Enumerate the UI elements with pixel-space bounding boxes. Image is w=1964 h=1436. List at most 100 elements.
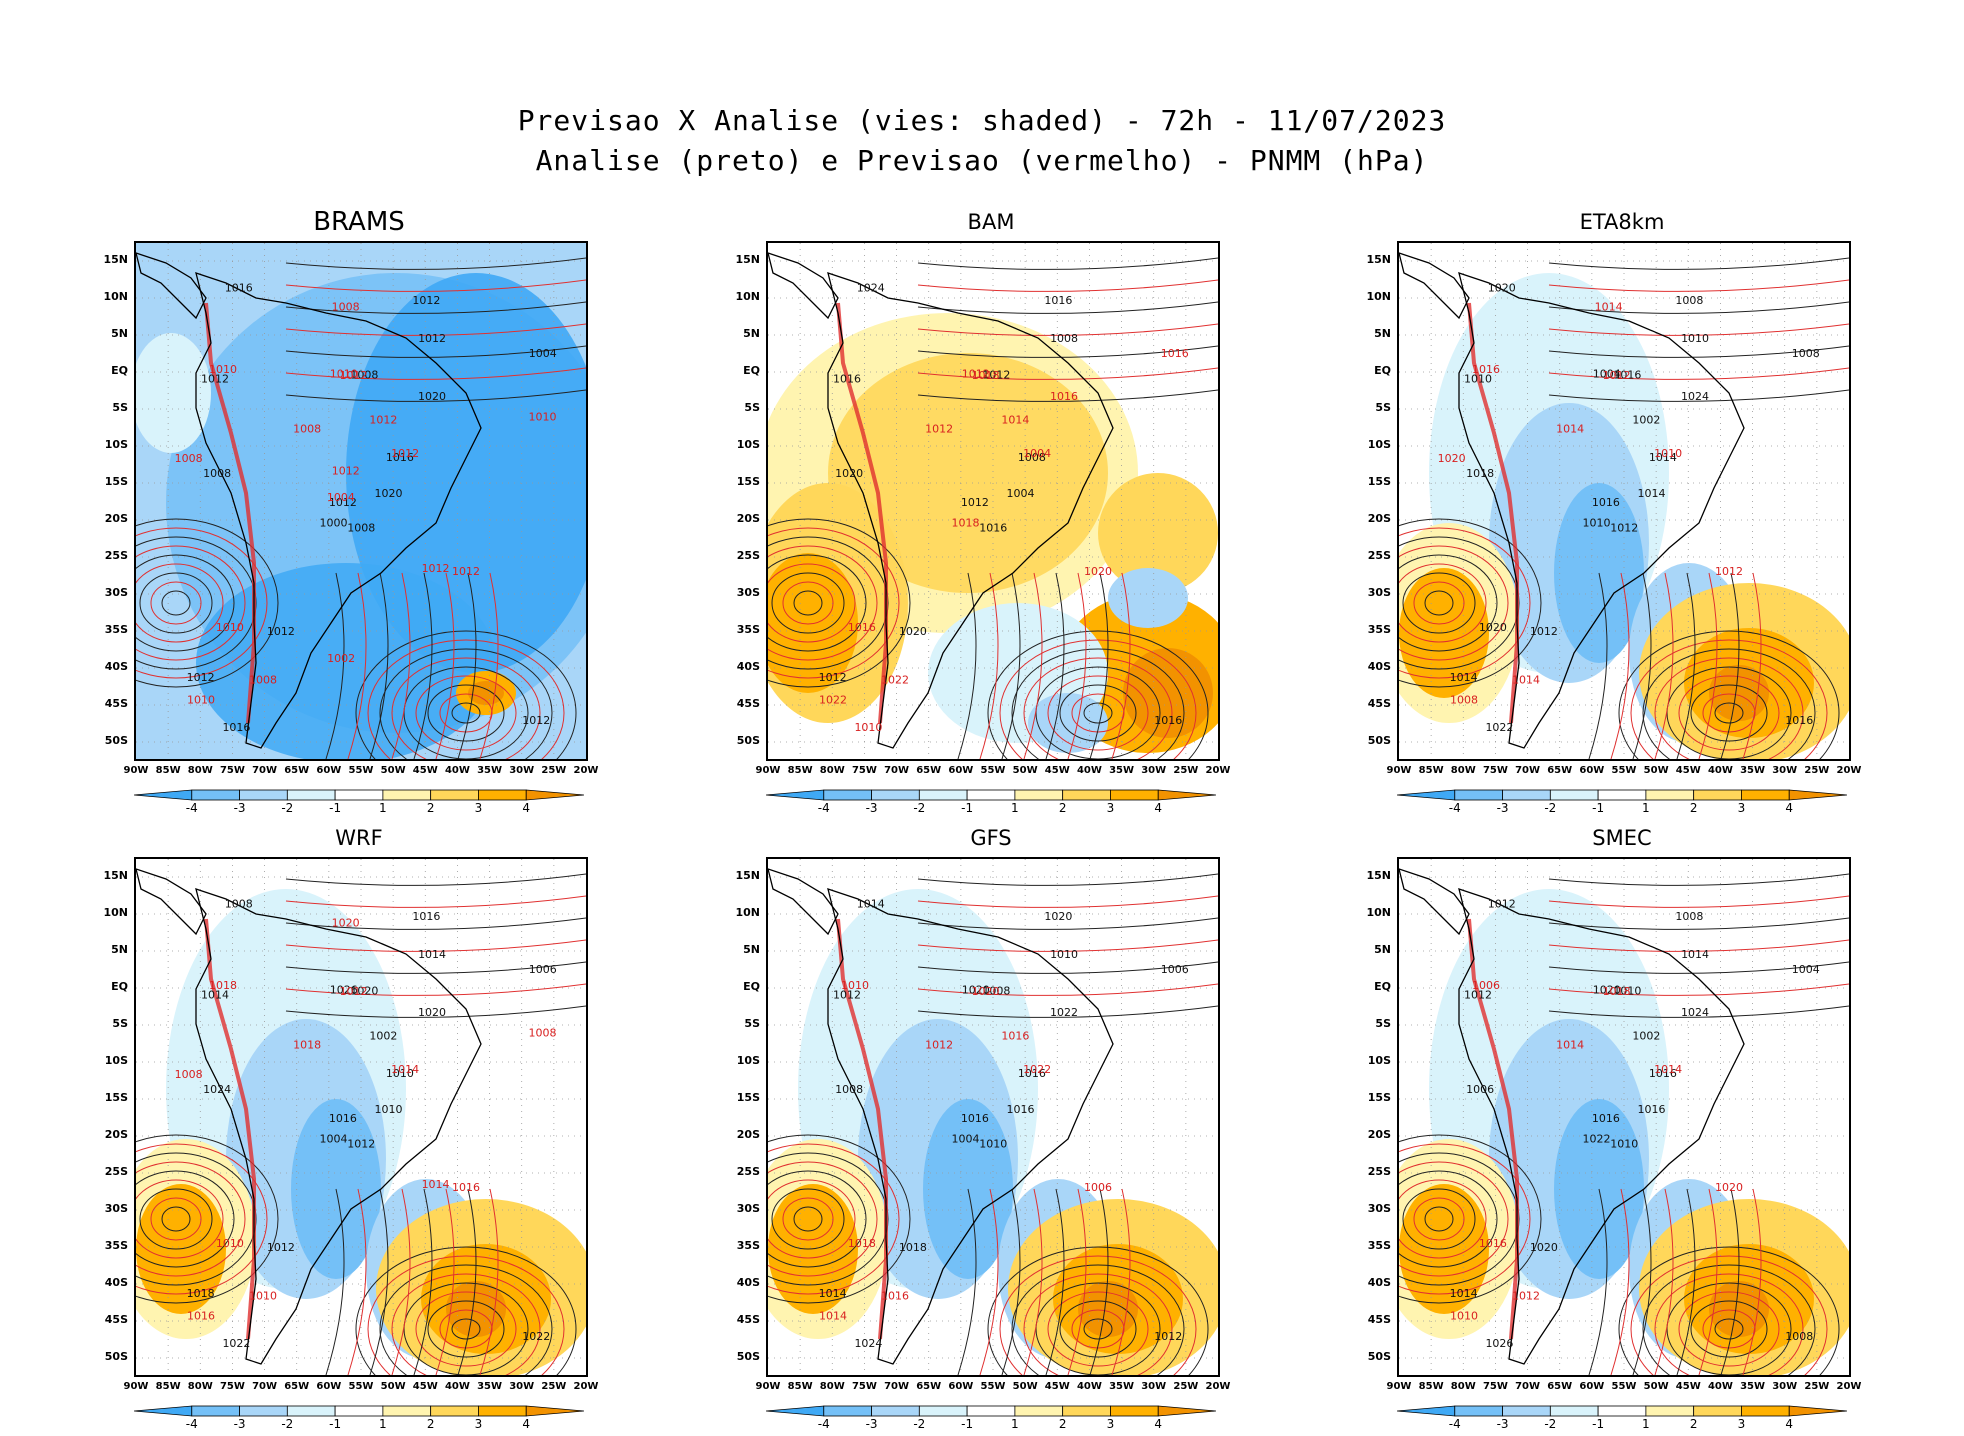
colorbar-label: -1 <box>1592 801 1605 815</box>
colorbar-label: 4 <box>1785 1417 1794 1431</box>
map-gfs: 1010 1012 1016 1014 1016 1018 1020 1008 1010 1016… <box>766 857 1220 1377</box>
colorbar-label: -2 <box>913 801 926 815</box>
lon-tick-label: 60W <box>316 1381 342 1392</box>
lat-tick-label: 35S <box>104 623 128 636</box>
forecast-isobar-label: 1012 <box>1603 369 1631 382</box>
lat-tick-label: 10N <box>735 290 760 303</box>
analysis-isobar-label: 1012 <box>267 1241 295 1254</box>
colorbar-label: -3 <box>865 801 878 815</box>
lat-tick-label: 10N <box>735 906 760 919</box>
lat-tick-label: 45S <box>736 697 760 710</box>
analysis-isobar-label: 1016 <box>222 721 250 734</box>
analysis-isobar-label: 1020 <box>899 625 927 638</box>
forecast-isobar-label: 1014 <box>1556 423 1584 436</box>
lon-tick-label: 70W <box>1515 1381 1541 1392</box>
forecast-isobar-label: 1016 <box>1001 1029 1029 1042</box>
lon-tick-label: 35W <box>1109 1381 1135 1392</box>
lon-tick-label: 45W <box>1044 1381 1070 1392</box>
analysis-isobar-label: 1008 <box>1675 910 1703 923</box>
lat-tick-label: 25S <box>104 1165 128 1178</box>
colorbar <box>134 789 584 801</box>
colorbar-segment <box>1062 789 1111 801</box>
analysis-isobar-label: 1008 <box>347 522 375 535</box>
colorbar-label: -2 <box>281 801 294 815</box>
lat-tick-label: 45S <box>736 1313 760 1326</box>
analysis-isobar-label: 1012 <box>1530 625 1558 638</box>
lon-tick-label: 25W <box>1804 765 1830 776</box>
lat-tick-label: 20S <box>736 1128 760 1141</box>
forecast-isobar-label: 1010 <box>1654 447 1682 460</box>
colorbar-segment <box>1741 789 1790 801</box>
isobar-labels: 1012101410161018101010121016102010141010… <box>175 898 557 1351</box>
map-brams: 1008 1012 1012 1012 1016 1012 1012 1008 1012 1020… <box>134 241 588 761</box>
analysis-isobar-label: 1020 <box>418 390 446 403</box>
lon-tick-label: 40W <box>444 1381 470 1392</box>
forecast-isobar-label: 1010 <box>1450 1309 1478 1322</box>
forecast-isobar-label: 1014 <box>1556 1039 1584 1052</box>
analysis-isobar-label: 1014 <box>418 948 446 961</box>
forecast-isobar-label: 1008 <box>293 423 321 436</box>
lat-tick-label: EQ <box>743 364 760 377</box>
forecast-isobar-label: 1020 <box>1438 452 1466 465</box>
colorbar-label: 1 <box>1011 1417 1019 1431</box>
lon-tick-label: 25W <box>1173 1381 1199 1392</box>
colorbar-segment <box>966 1405 1016 1417</box>
south-america-coastline <box>195 888 482 1365</box>
colorbar-segment <box>1693 789 1742 801</box>
isobars <box>136 873 586 1375</box>
lat-tick-label: 15N <box>735 869 760 882</box>
lat-tick-label: 35S <box>1367 623 1391 636</box>
analysis-isobar-label: 1014 <box>1681 948 1709 961</box>
lon-tick-label: 85W <box>155 765 181 776</box>
analysis-isobar-label: 1014 <box>857 898 885 911</box>
lat-tick-label: 15S <box>1367 475 1391 488</box>
colorbar-label: -4 <box>817 1417 830 1431</box>
lon-tick-label: 35W <box>477 1381 503 1392</box>
analysis-isobar-label: 1010 <box>1583 517 1611 530</box>
panel-title-wrf: WRF <box>335 826 383 850</box>
colorbar-label: 2 <box>1689 801 1698 815</box>
forecast-isobar-label: 1010 <box>187 693 215 706</box>
colorbar-segment <box>430 789 479 801</box>
analysis-isobar-label: 1020 <box>350 984 378 997</box>
analysis-isobar-label: 1006 <box>529 963 557 976</box>
lon-tick-label: 85W <box>155 1381 181 1392</box>
analysis-isobar-label: 1022 <box>1050 1006 1078 1019</box>
lon-tick-label: 90W <box>755 1381 781 1392</box>
forecast-isobar-label: 1016 <box>1161 347 1189 360</box>
analysis-isobar-label: 1004 <box>1593 367 1621 380</box>
lon-tick-label: 50W <box>1643 765 1669 776</box>
lat-tick-label: 25S <box>1367 549 1391 562</box>
grid <box>136 243 586 759</box>
analysis-isobar-label: 1016 <box>1044 294 1072 307</box>
forecast-isobar-label: 1010 <box>209 363 237 376</box>
lat-tick-label: 35S <box>1367 1239 1391 1252</box>
lat-tick-label: 30S <box>1367 586 1391 599</box>
colorbar-segment <box>1788 1405 1847 1417</box>
lat-tick-label: 15S <box>736 475 760 488</box>
lon-tick-label: 45W <box>412 1381 438 1392</box>
analysis-isobar-label: 1014 <box>1450 671 1478 684</box>
analysis-isobar-label: 1018 <box>899 1241 927 1254</box>
lat-tick-label: 35S <box>104 1239 128 1252</box>
forecast-isobar-label: 1020 <box>332 916 360 929</box>
colorbar-label: 2 <box>426 801 435 815</box>
panel-title-bam: BAM <box>967 210 1015 234</box>
lon-tick-label: 25W <box>1173 765 1199 776</box>
analysis-isobar-label: 1008 <box>225 898 253 911</box>
colorbar-label: -4 <box>1448 801 1461 815</box>
lon-tick-label: 65W <box>284 1381 310 1392</box>
colorbar-label: 3 <box>474 801 483 815</box>
forecast-isobar-label: 1018 <box>952 517 980 530</box>
forecast-isobar-label: 1014 <box>391 1063 419 1076</box>
forecast-isobar-label: 1008 <box>175 452 203 465</box>
analysis-isobar-label: 1008 <box>350 368 378 381</box>
colorbar-segment <box>134 1405 193 1417</box>
forecast-isobar-label: 1012 <box>1715 565 1743 578</box>
lon-tick-label: 55W <box>980 765 1006 776</box>
colorbar-label: 4 <box>1785 801 1794 815</box>
colorbar <box>134 1405 584 1417</box>
analysis-isobar-label: 1010 <box>979 1138 1007 1151</box>
analysis-isobar-label: 1016 <box>386 451 414 464</box>
colorbar-segment <box>1597 1405 1647 1417</box>
